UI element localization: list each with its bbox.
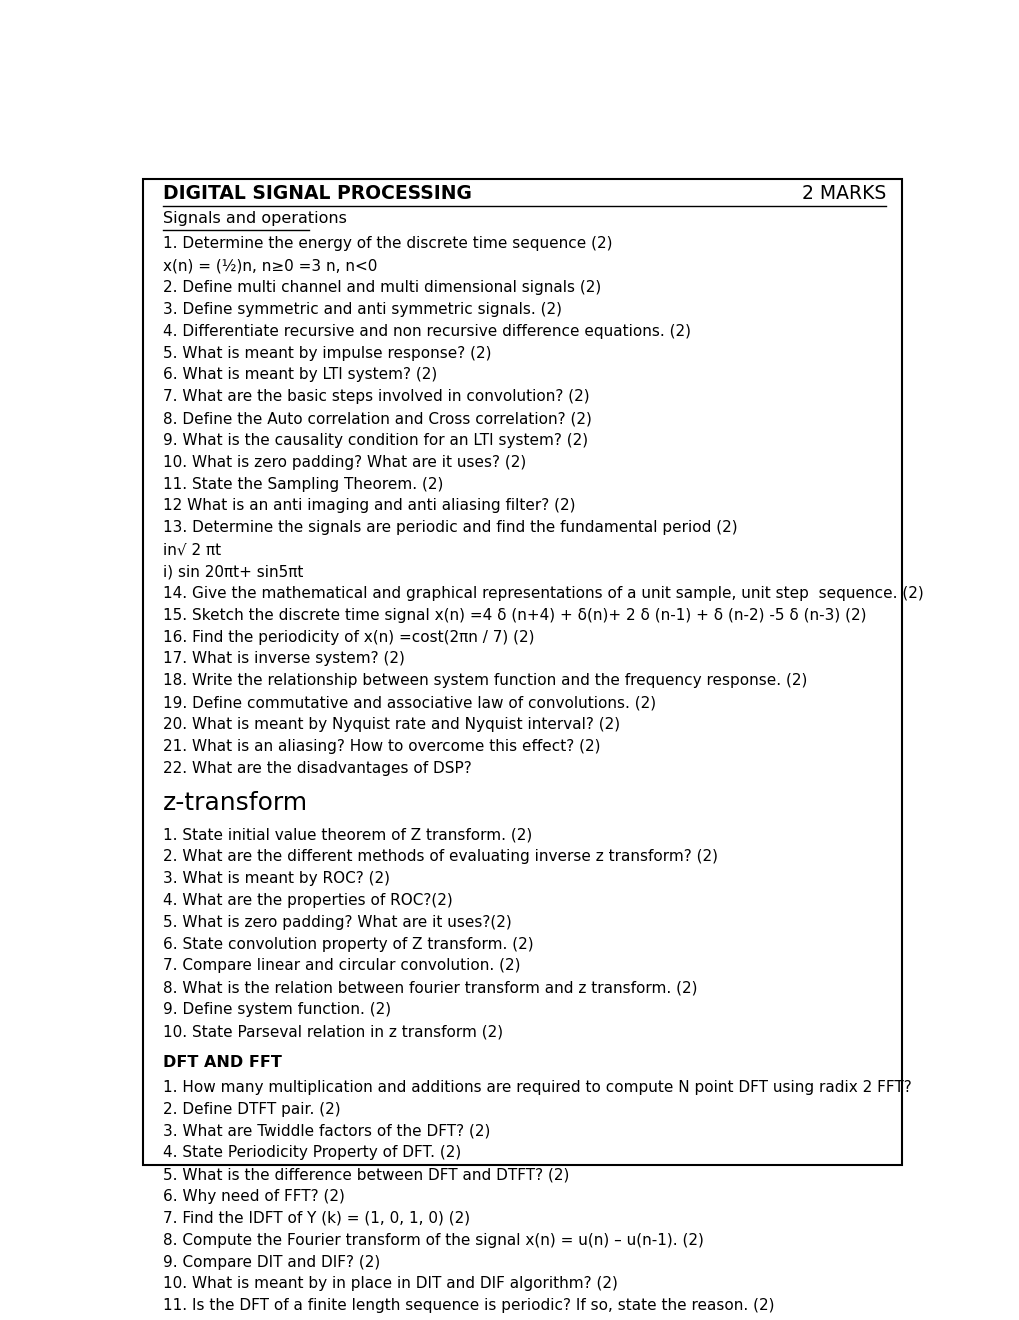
Text: 9. What is the causality condition for an LTI system? (2): 9. What is the causality condition for a… — [163, 433, 588, 447]
Text: 11. Is the DFT of a finite length sequence is periodic? If so, state the reason.: 11. Is the DFT of a finite length sequen… — [163, 1299, 773, 1313]
Text: 3. What is meant by ROC? (2): 3. What is meant by ROC? (2) — [163, 871, 389, 886]
Text: 7. Find the IDFT of Y (k) = (1, 0, 1, 0) (2): 7. Find the IDFT of Y (k) = (1, 0, 1, 0)… — [163, 1210, 470, 1226]
Text: 7. What are the basic steps involved in convolution? (2): 7. What are the basic steps involved in … — [163, 389, 589, 404]
Text: 4. State Periodicity Property of DFT. (2): 4. State Periodicity Property of DFT. (2… — [163, 1146, 461, 1160]
Text: 2. Define DTFT pair. (2): 2. Define DTFT pair. (2) — [163, 1102, 340, 1117]
Text: 22. What are the disadvantages of DSP?: 22. What are the disadvantages of DSP? — [163, 760, 472, 776]
Text: 21. What is an aliasing? How to overcome this effect? (2): 21. What is an aliasing? How to overcome… — [163, 739, 600, 754]
Text: 9. Define system function. (2): 9. Define system function. (2) — [163, 1002, 391, 1018]
Text: 16. Find the periodicity of x(n) =cost(2πn / 7) (2): 16. Find the periodicity of x(n) =cost(2… — [163, 630, 534, 644]
Text: 17. What is inverse system? (2): 17. What is inverse system? (2) — [163, 652, 405, 667]
Text: 5. What is zero padding? What are it uses?(2): 5. What is zero padding? What are it use… — [163, 915, 512, 929]
Text: 14. Give the mathematical and graphical representations of a unit sample, unit s: 14. Give the mathematical and graphical … — [163, 586, 923, 601]
Text: 8. Compute the Fourier transform of the signal x(n) = u(n) – u(n-1). (2): 8. Compute the Fourier transform of the … — [163, 1233, 703, 1247]
Text: 4. Differentiate recursive and non recursive difference equations. (2): 4. Differentiate recursive and non recur… — [163, 323, 691, 339]
Text: 9. Compare DIT and DIF? (2): 9. Compare DIT and DIF? (2) — [163, 1254, 380, 1270]
Text: 5. What is the difference between DFT and DTFT? (2): 5. What is the difference between DFT an… — [163, 1167, 569, 1183]
Text: 1. Determine the energy of the discrete time sequence (2): 1. Determine the energy of the discrete … — [163, 236, 612, 251]
Text: in√ 2 πt: in√ 2 πt — [163, 543, 221, 557]
Text: 1. State initial value theorem of Z transform. (2): 1. State initial value theorem of Z tran… — [163, 828, 532, 842]
Text: 3. Define symmetric and anti symmetric signals. (2): 3. Define symmetric and anti symmetric s… — [163, 302, 561, 317]
Text: DFT AND FFT: DFT AND FFT — [163, 1055, 281, 1069]
Text: 11. State the Sampling Theorem. (2): 11. State the Sampling Theorem. (2) — [163, 477, 443, 491]
Text: 4. What are the properties of ROC?(2): 4. What are the properties of ROC?(2) — [163, 892, 452, 908]
Text: 10. What is meant by in place in DIT and DIF algorithm? (2): 10. What is meant by in place in DIT and… — [163, 1276, 618, 1291]
Text: 7. Compare linear and circular convolution. (2): 7. Compare linear and circular convoluti… — [163, 958, 520, 973]
Text: 13. Determine the signals are periodic and find the fundamental period (2): 13. Determine the signals are periodic a… — [163, 520, 737, 536]
Text: x(n) = (½)n, n≥0 =3 n, n<0: x(n) = (½)n, n≥0 =3 n, n<0 — [163, 259, 377, 273]
Text: 8. Define the Auto correlation and Cross correlation? (2): 8. Define the Auto correlation and Cross… — [163, 411, 591, 426]
Text: 8. What is the relation between fourier transform and z transform. (2): 8. What is the relation between fourier … — [163, 981, 697, 995]
Text: i) sin 20πt+ sin5πt: i) sin 20πt+ sin5πt — [163, 564, 303, 579]
Text: 3. What are Twiddle factors of the DFT? (2): 3. What are Twiddle factors of the DFT? … — [163, 1123, 490, 1138]
Text: z-transform: z-transform — [163, 791, 308, 816]
Text: 1. How many multiplication and additions are required to compute N point DFT usi: 1. How many multiplication and additions… — [163, 1080, 911, 1094]
Text: 2. Define multi channel and multi dimensional signals (2): 2. Define multi channel and multi dimens… — [163, 280, 601, 294]
Text: 12 What is an anti imaging and anti aliasing filter? (2): 12 What is an anti imaging and anti alia… — [163, 499, 575, 513]
Text: 10. State Parseval relation in z transform (2): 10. State Parseval relation in z transfo… — [163, 1024, 502, 1039]
Text: DIGITAL SIGNAL PROCESSING: DIGITAL SIGNAL PROCESSING — [163, 183, 472, 203]
Text: 2. What are the different methods of evaluating inverse z transform? (2): 2. What are the different methods of eva… — [163, 849, 717, 865]
Text: 5. What is meant by impulse response? (2): 5. What is meant by impulse response? (2… — [163, 346, 491, 360]
Text: 19. Define commutative and associative law of convolutions. (2): 19. Define commutative and associative l… — [163, 696, 655, 710]
Text: Signals and operations: Signals and operations — [163, 211, 346, 226]
Text: 2 MARKS: 2 MARKS — [801, 183, 886, 203]
Text: 6. State convolution property of Z transform. (2): 6. State convolution property of Z trans… — [163, 937, 533, 952]
Text: 6. Why need of FFT? (2): 6. Why need of FFT? (2) — [163, 1189, 344, 1204]
Text: 6. What is meant by LTI system? (2): 6. What is meant by LTI system? (2) — [163, 367, 437, 383]
Text: 10. What is zero padding? What are it uses? (2): 10. What is zero padding? What are it us… — [163, 455, 526, 470]
Text: 15. Sketch the discrete time signal x(n) =4 δ (n+4) + δ(n)+ 2 δ (n-1) + δ (n-2) : 15. Sketch the discrete time signal x(n)… — [163, 607, 866, 623]
Text: 18. Write the relationship between system function and the frequency response. (: 18. Write the relationship between syste… — [163, 673, 807, 688]
Text: 20. What is meant by Nyquist rate and Nyquist interval? (2): 20. What is meant by Nyquist rate and Ny… — [163, 717, 620, 733]
